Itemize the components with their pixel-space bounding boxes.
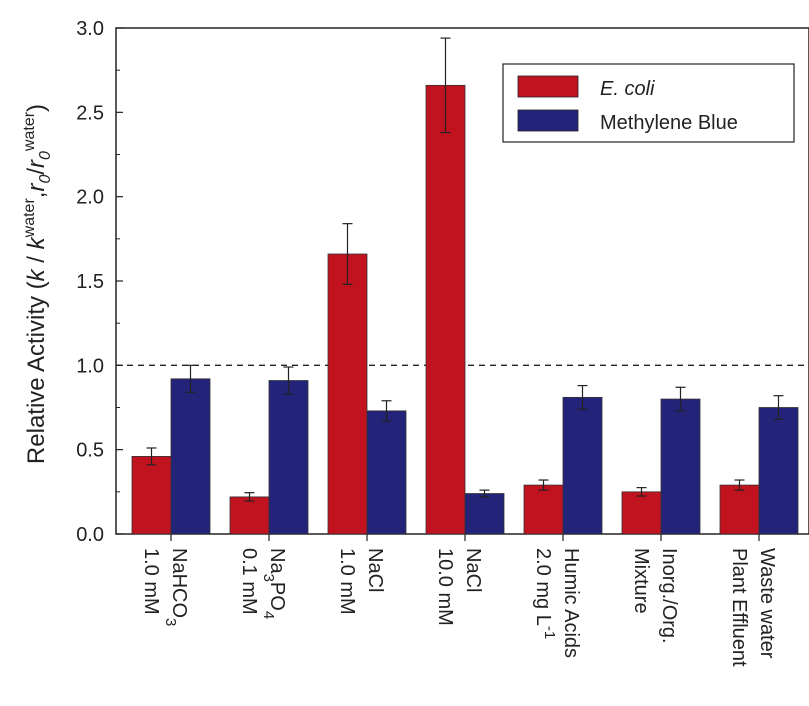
y-title-slash2: / <box>23 168 50 175</box>
bar-methylene-blue <box>758 407 799 535</box>
category-label-line1: Waste water <box>756 548 778 659</box>
category-label-line1: Inorg./Org. <box>658 548 680 644</box>
y-tick-label: 0.5 <box>76 440 104 462</box>
category-label-line2: 1.0 mM <box>140 548 162 615</box>
y-tick-label: 3.0 <box>76 18 104 40</box>
y-tick-label: 0.0 <box>76 524 104 546</box>
legend-label-ecoli: E. coli <box>600 78 655 100</box>
category-label-line2: 2.0 mg L-1 <box>532 548 558 639</box>
y-title-k: k <box>23 267 50 281</box>
y-tick-label: 2.5 <box>76 102 104 124</box>
bar-ecoli <box>327 253 368 535</box>
y-title-water2: water <box>21 111 38 152</box>
y-title-comma: , <box>23 192 50 199</box>
category-label-line1: NaCl <box>462 548 484 592</box>
y-title-close: ) <box>23 104 50 112</box>
bar-ecoli <box>229 496 270 535</box>
bar-ecoli <box>131 456 172 535</box>
y-title-sub0b: 0 <box>37 151 54 160</box>
bar-methylene-blue <box>170 378 211 535</box>
bar-methylene-blue <box>366 410 407 535</box>
y-title-slash: / <box>23 249 50 269</box>
category-label-line1: Na3PO4 <box>260 548 288 619</box>
category-label-line2: 0.1 mM <box>238 548 260 615</box>
y-tick-label: 2.0 <box>76 187 104 209</box>
bar-methylene-blue <box>268 380 309 535</box>
y-axis-title: Relative Activity (k / kwater,r0/r0water… <box>21 104 54 464</box>
bar-methylene-blue <box>464 493 505 535</box>
y-title-sub0: 0 <box>37 175 54 184</box>
legend-label-methylene-blue: Methylene Blue <box>600 112 738 134</box>
bar-methylene-blue <box>562 396 603 535</box>
category-label-line2: 10.0 mM <box>434 548 456 626</box>
legend-swatch-methylene-blue <box>517 109 579 132</box>
category-label-line1: Humic Acids <box>560 548 582 658</box>
legend: E. coli Methylene Blue <box>502 63 795 143</box>
category-label-line2: Mixture <box>630 548 652 614</box>
y-title-k2: k <box>23 235 50 249</box>
category-label-line2: Plant Effluent <box>728 548 750 667</box>
category-label-line1: NaHCO3 <box>162 548 190 626</box>
category-label-line2: 1.0 mM <box>336 548 358 615</box>
y-title-part1: Relative Activity ( <box>23 281 50 464</box>
legend-swatch-ecoli <box>517 75 579 98</box>
bar-ecoli <box>425 84 466 535</box>
bar-ecoli <box>523 484 564 535</box>
y-tick-label: 1.0 <box>76 355 104 377</box>
category-label-line1: NaCl <box>364 548 386 592</box>
y-title-r: r <box>23 183 50 192</box>
bar-methylene-blue <box>660 398 701 535</box>
y-title-water1: water <box>21 198 38 239</box>
bar-ecoli <box>621 491 662 535</box>
y-tick-label: 1.5 <box>76 271 104 293</box>
bar-ecoli <box>719 484 760 535</box>
y-title-r2: r <box>23 159 50 168</box>
